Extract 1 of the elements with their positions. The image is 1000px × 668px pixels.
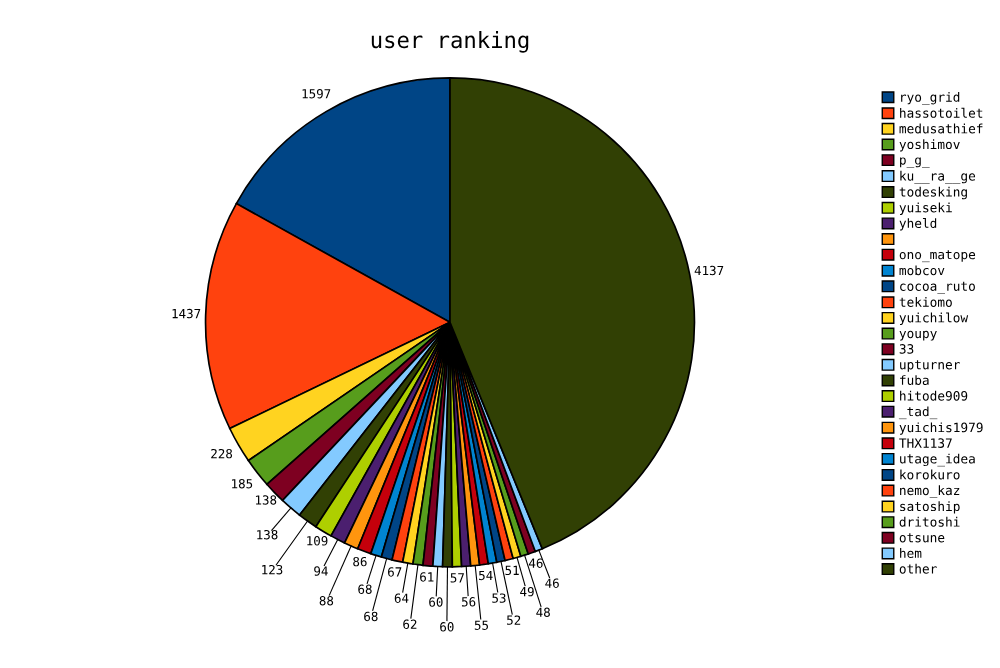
chart-title: user ranking — [371, 31, 529, 53]
